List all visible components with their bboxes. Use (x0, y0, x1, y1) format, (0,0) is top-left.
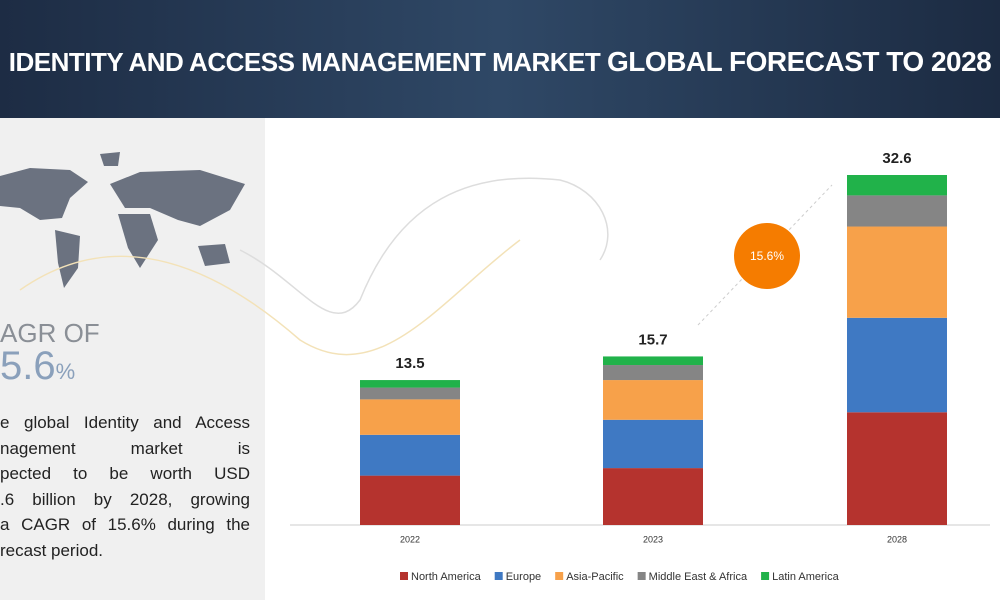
bar-segment (360, 387, 460, 400)
bar-segment (847, 412, 947, 525)
total-label: 32.6 (882, 150, 911, 167)
description-line: nagement market is (0, 438, 250, 458)
cagr-unit: % (55, 359, 76, 384)
bar-segment (360, 380, 460, 388)
title-main: IDENTITY AND ACCESS MANAGEMENT MARKET (8, 47, 601, 77)
legend-label: Middle East & Africa (649, 571, 748, 583)
total-label: 15.7 (638, 331, 667, 348)
legend-swatch (555, 572, 564, 580)
legend-label: Asia-Pacific (566, 571, 624, 583)
bar-segment (360, 475, 460, 525)
header: IDENTITY AND ACCESS MANAGEMENT MARKET GL… (0, 0, 1000, 118)
bar-segment (847, 226, 947, 318)
cagr-number: 5.6 (0, 344, 56, 388)
description-line: a CAGR of 15.6% during the (0, 515, 250, 534)
bar-segment (360, 399, 460, 435)
x-tick-label: 2023 (643, 534, 663, 544)
description-line: e global Identity and Access (0, 413, 250, 432)
legend-label: Latin America (772, 571, 840, 583)
bar-segment (603, 356, 703, 366)
description-line: pected to be worth USD (0, 464, 250, 483)
x-tick-label: 2028 (887, 534, 907, 544)
x-tick-label: 2022 (400, 534, 420, 544)
legend-swatch (761, 572, 770, 580)
cagr-value: 5.6% (0, 344, 75, 389)
total-label: 13.5 (395, 355, 424, 372)
title-highlight: GLOBAL FORECAST TO 2028 (607, 46, 992, 77)
description-line: .6 billion by 2028, growing (0, 489, 250, 509)
legend-swatch (400, 572, 408, 580)
legend-swatch (637, 572, 646, 580)
cagr-annotation: 15.6% (750, 249, 784, 263)
cagr-bubble (734, 223, 800, 289)
description: e global Identity and Access nagement mar… (0, 410, 250, 563)
legend-label: North America (411, 571, 482, 583)
bar-segment (603, 419, 703, 469)
bar-segment (847, 317, 947, 413)
bar-segment (847, 195, 947, 227)
bar-segment (603, 468, 703, 525)
title: IDENTITY AND ACCESS MANAGEMENT MARKET GL… (0, 46, 1000, 78)
legend-swatch (494, 572, 503, 580)
legend-label: Europe (506, 571, 541, 583)
bar-segment (847, 175, 947, 196)
side-panel: AGR OF 5.6% e global Identity and Access… (0, 118, 265, 600)
bar-segment (603, 365, 703, 381)
description-line: recast period. (0, 540, 103, 560)
bar-segment (603, 380, 703, 420)
cagr-label: AGR OF (0, 318, 100, 348)
world-map (0, 152, 245, 288)
bar-segment (360, 434, 460, 476)
